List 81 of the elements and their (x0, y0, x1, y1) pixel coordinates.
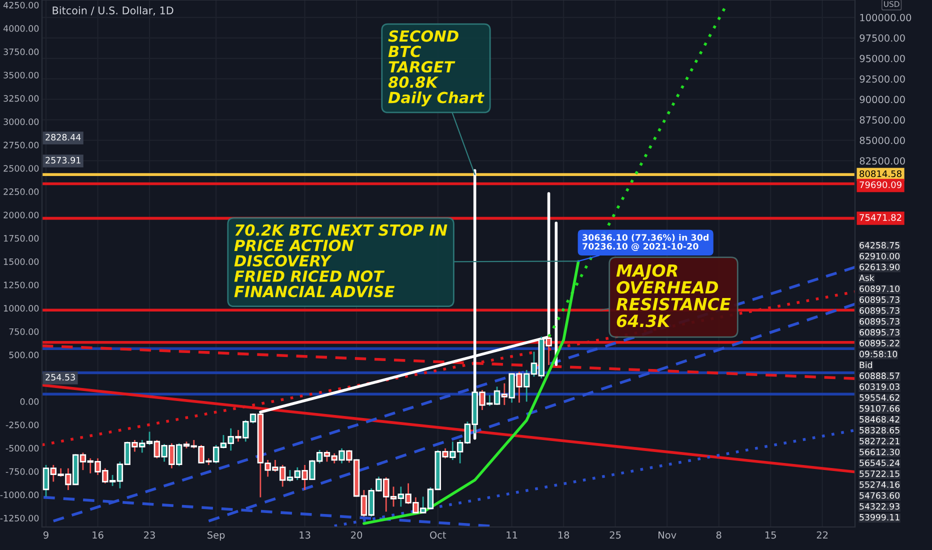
text: 60897.10 (860, 286, 900, 292)
y2-tick-label: -500.00 (6, 444, 39, 452)
annotation: SECOND BTC TARGET 80.8K Daily Chart (388, 30, 484, 106)
y2-tick-label: 2000.00 (4, 212, 39, 218)
text: 09:58:10 (860, 350, 898, 358)
text: Bitcoin / U.S. Dollar, 1D (52, 6, 174, 16)
text: 55722.15 (860, 470, 900, 477)
x-tick-label: 9 (44, 531, 48, 539)
text: 55274.16 (860, 481, 900, 488)
text: Bid (860, 362, 872, 368)
text: 53999.11 (860, 514, 900, 520)
y2-tick-label: -1000.00 (0, 492, 39, 498)
annotation: MAJOR OVERHEAD RESISTANCE 64.3K (616, 264, 731, 328)
text: 60895.73 (860, 329, 900, 336)
x-tick-label: Sep (208, 531, 225, 541)
text: 60895.73 (860, 296, 900, 303)
y2-tick-label: -750.00 (6, 468, 39, 475)
text: 59554.62 (860, 394, 900, 401)
x-tick-label: 22 (816, 531, 828, 539)
text: 54322.93 (860, 503, 900, 510)
y2-tick-label: 2250.00 (4, 188, 39, 196)
annotation: 70.2K BTC NEXT STOP IN PRICE ACTION DISCOVERY FRIED RICED NOT FINANCIAL ADVISE (234, 224, 448, 298)
x-tick-label: 23 (144, 531, 155, 539)
ref-line-label: 75471.82 (860, 214, 902, 221)
text: 60895.22 (860, 340, 900, 346)
y2-tick-label: 0.00 (20, 398, 39, 405)
text: 56612.30 (860, 448, 900, 456)
y-tick-label: 85000.00 (860, 136, 905, 144)
text: 62613.90 (860, 264, 900, 270)
y2-tick-label: 3250.00 (4, 95, 39, 102)
text: 62910.00 (860, 252, 900, 260)
x-tick-label: Nov (658, 531, 676, 539)
text: 58468.42 (860, 416, 900, 423)
y2-tick-label: 3500.00 (4, 72, 39, 78)
text: 64258.75 (860, 242, 900, 248)
annotation: 2828.44 (46, 134, 81, 141)
y2-tick-label: 1250.00 (4, 282, 39, 288)
text: Ask (859, 274, 874, 282)
y2-tick-label: 1750.00 (4, 235, 39, 242)
y-tick-label: 87500.00 (860, 116, 905, 124)
text: 60319.03 (860, 383, 900, 390)
y2-tick-label: 4000.00 (3, 25, 39, 32)
x-tick-label: 11 (506, 531, 518, 539)
y2-tick-label: 500.00 (9, 352, 39, 358)
y2-tick-label: -250.00 (6, 422, 39, 428)
text: 56545.24 (860, 460, 900, 466)
y2-tick-label: 750.00 (9, 328, 39, 335)
y2-tick-label: 3000.00 (4, 118, 39, 126)
y2-tick-label: 3750.00 (4, 48, 39, 56)
text: 60895.73 (860, 307, 900, 314)
x-tick-label: Oct (430, 531, 446, 539)
annotation: 30636.10 (77.36%) in 30d 70236.10 @ 2021-10-20 (582, 234, 708, 251)
x-tick-label: 16 (92, 531, 104, 539)
y-tick-label: 95000.00 (860, 54, 905, 62)
text: 60888.57 (860, 372, 900, 380)
x-tick-label: 18 (558, 531, 570, 539)
ref-line-label: 80814.58 (860, 170, 902, 178)
text: 58272.21 (860, 438, 900, 444)
annotation: 2573.91 (46, 156, 80, 164)
y2-tick-label: 1500.00 (4, 258, 39, 265)
text: 54763.60 (860, 492, 900, 499)
y2-tick-label: 1000.00 (4, 305, 39, 312)
x-tick-label: 8 (716, 531, 722, 539)
annotation: 254.53 (46, 374, 75, 381)
y2-tick-label: 2750.00 (4, 142, 39, 148)
x-tick-label: 25 (610, 531, 621, 539)
x-tick-label: 15 (765, 531, 776, 539)
y2-tick-label: 4250.00 (3, 2, 39, 8)
y-tick-label: 90000.00 (860, 96, 905, 104)
text: 60895.73 (860, 318, 900, 325)
text: 59107.66 (860, 405, 900, 412)
y-tick-label: 82500.00 (860, 157, 905, 165)
ref-line-label: 79690.09 (860, 181, 902, 188)
y-tick-label: 97500.00 (860, 34, 905, 42)
x-tick-label: 20 (351, 531, 362, 539)
text: 58328.65 (860, 426, 900, 434)
x-tick-label: 13 (300, 531, 310, 539)
y2-tick-label: -1250.00 (0, 514, 39, 522)
y2-tick-label: 2500.00 (4, 165, 39, 172)
y-tick-label: 92500.00 (860, 75, 905, 83)
y-tick-label: 100000.00 (860, 14, 912, 22)
